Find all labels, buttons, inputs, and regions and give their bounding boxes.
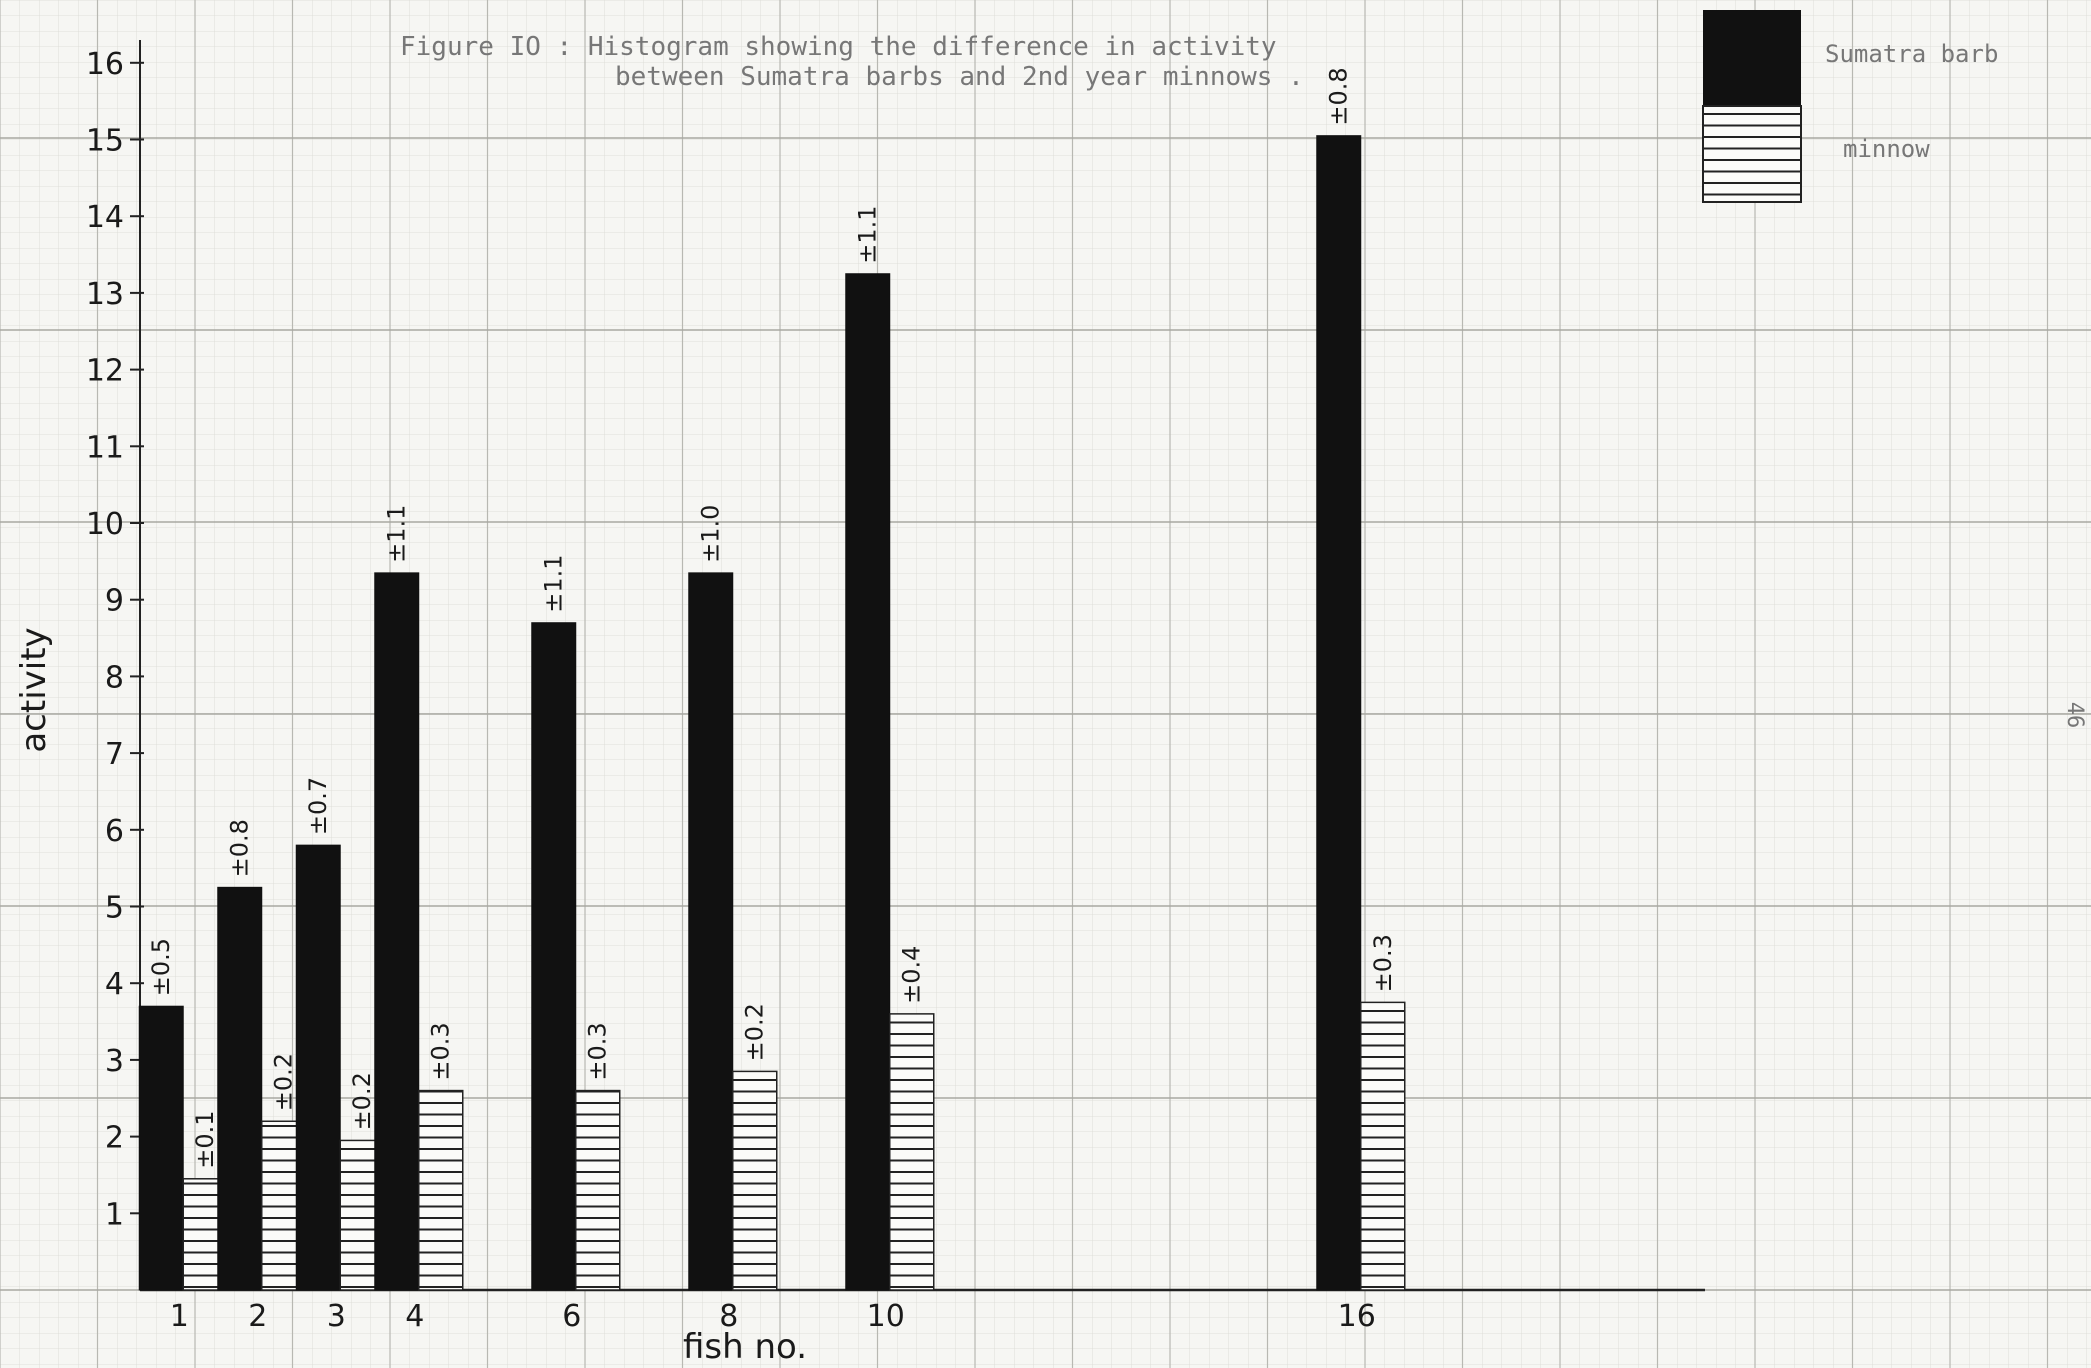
y-tick-label: 8: [105, 660, 124, 695]
legend: Sumatra barb minnow: [1702, 10, 1998, 203]
legend-label-sumatra-barb: Sumatra barb: [1825, 40, 1998, 68]
y-tick-label: 10: [86, 507, 124, 542]
bar-minnow-fish-4: [418, 1089, 464, 1291]
bar-minnow-fish-8: [732, 1070, 778, 1291]
x-tick-label-6: 6: [562, 1299, 581, 1334]
y-tick-label: 11: [86, 430, 124, 465]
legend-label-minnow: minnow: [1843, 135, 1930, 163]
legend-swatch-minnow: [1702, 105, 1802, 203]
error-label-sumatra-barb-fish-4: ±1.1: [383, 505, 411, 563]
x-tick-label-3: 3: [327, 1299, 346, 1334]
bar-sumatra-barb-fish-8: [688, 572, 734, 1291]
error-label-sumatra-barb-fish-16: ±0.8: [1325, 67, 1353, 125]
error-label-minnow-fish-8: ±0.2: [741, 1003, 769, 1061]
bar-sumatra-barb-fish-3: [295, 844, 341, 1291]
error-label-minnow-fish-1: ±0.1: [191, 1111, 219, 1169]
error-label-sumatra-barb-fish-8: ±1.0: [697, 505, 725, 563]
error-label-minnow-fish-3: ±0.2: [348, 1072, 376, 1130]
bar-sumatra-barb-fish-16: [1316, 135, 1362, 1291]
y-tick-label: 6: [105, 814, 124, 849]
y-tick-label: 7: [105, 737, 124, 772]
x-tick-label-2: 2: [248, 1299, 267, 1334]
error-label-minnow-fish-2: ±0.2: [270, 1053, 298, 1111]
error-label-minnow-fish-10: ±0.4: [898, 946, 926, 1004]
bar-sumatra-barb-fish-4: [374, 572, 420, 1291]
x-tick-label-10: 10: [867, 1299, 905, 1334]
y-tick-label: 9: [105, 584, 124, 619]
page-number: 46: [2062, 702, 2087, 729]
x-tick-label-8: 8: [719, 1299, 738, 1334]
legend-swatch-sumatra-barb: [1703, 10, 1801, 106]
chart-title-line-2: between Sumatra barbs and 2nd year minno…: [615, 62, 1304, 92]
bar-minnow-fish-10: [889, 1013, 935, 1291]
bar-sumatra-barb-fish-1: [138, 1005, 184, 1291]
y-tick-label: 14: [86, 200, 124, 235]
bars: ±0.5 ±0.1 ±0.8 ±0.2 ±0.7 ±0.2 ±1.1 ±0.3 ±1.1 ±0.3…: [138, 67, 1406, 1291]
x-tick-label-16: 16: [1338, 1299, 1376, 1334]
error-label-minnow-fish-16: ±0.3: [1369, 934, 1397, 992]
bar-sumatra-barb-fish-6: [531, 622, 577, 1291]
y-tick-label: 4: [105, 967, 124, 1002]
error-label-sumatra-barb-fish-1: ±0.5: [147, 938, 175, 996]
error-label-minnow-fish-6: ±0.3: [584, 1022, 612, 1080]
y-tick-label: 1: [105, 1197, 124, 1232]
y-axis-label: activity: [14, 627, 54, 752]
error-label-minnow-fish-4: ±0.3: [427, 1022, 455, 1080]
bar-minnow-fish-6: [575, 1089, 621, 1291]
x-tick-label-4: 4: [405, 1299, 424, 1334]
y-tick-label: 2: [105, 1121, 124, 1156]
bar-sumatra-barb-fish-10: [845, 273, 891, 1291]
x-tick-labels: 1 2 3 4 6 8 10 16: [170, 1299, 1376, 1334]
bar-minnow-fish-16: [1360, 1001, 1406, 1291]
y-tick-label: 12: [86, 354, 124, 389]
x-axis-label: fish no.: [683, 1327, 807, 1367]
y-tick-label: 3: [105, 1044, 124, 1079]
y-tick-label: 16: [86, 47, 124, 82]
y-tick-label: 13: [86, 277, 124, 312]
error-label-sumatra-barb-fish-3: ±0.7: [304, 777, 332, 835]
error-label-sumatra-barb-fish-10: ±1.1: [854, 205, 882, 263]
error-label-sumatra-barb-fish-6: ±1.1: [540, 554, 568, 612]
bar-sumatra-barb-fish-2: [217, 886, 263, 1291]
x-tick-label-1: 1: [170, 1299, 189, 1334]
y-tick-label: 15: [86, 124, 124, 159]
y-tick-label: 5: [105, 891, 124, 926]
error-label-sumatra-barb-fish-2: ±0.8: [226, 819, 254, 877]
chart-title-line-1: Figure IO : Histogram showing the differ…: [400, 32, 1277, 62]
